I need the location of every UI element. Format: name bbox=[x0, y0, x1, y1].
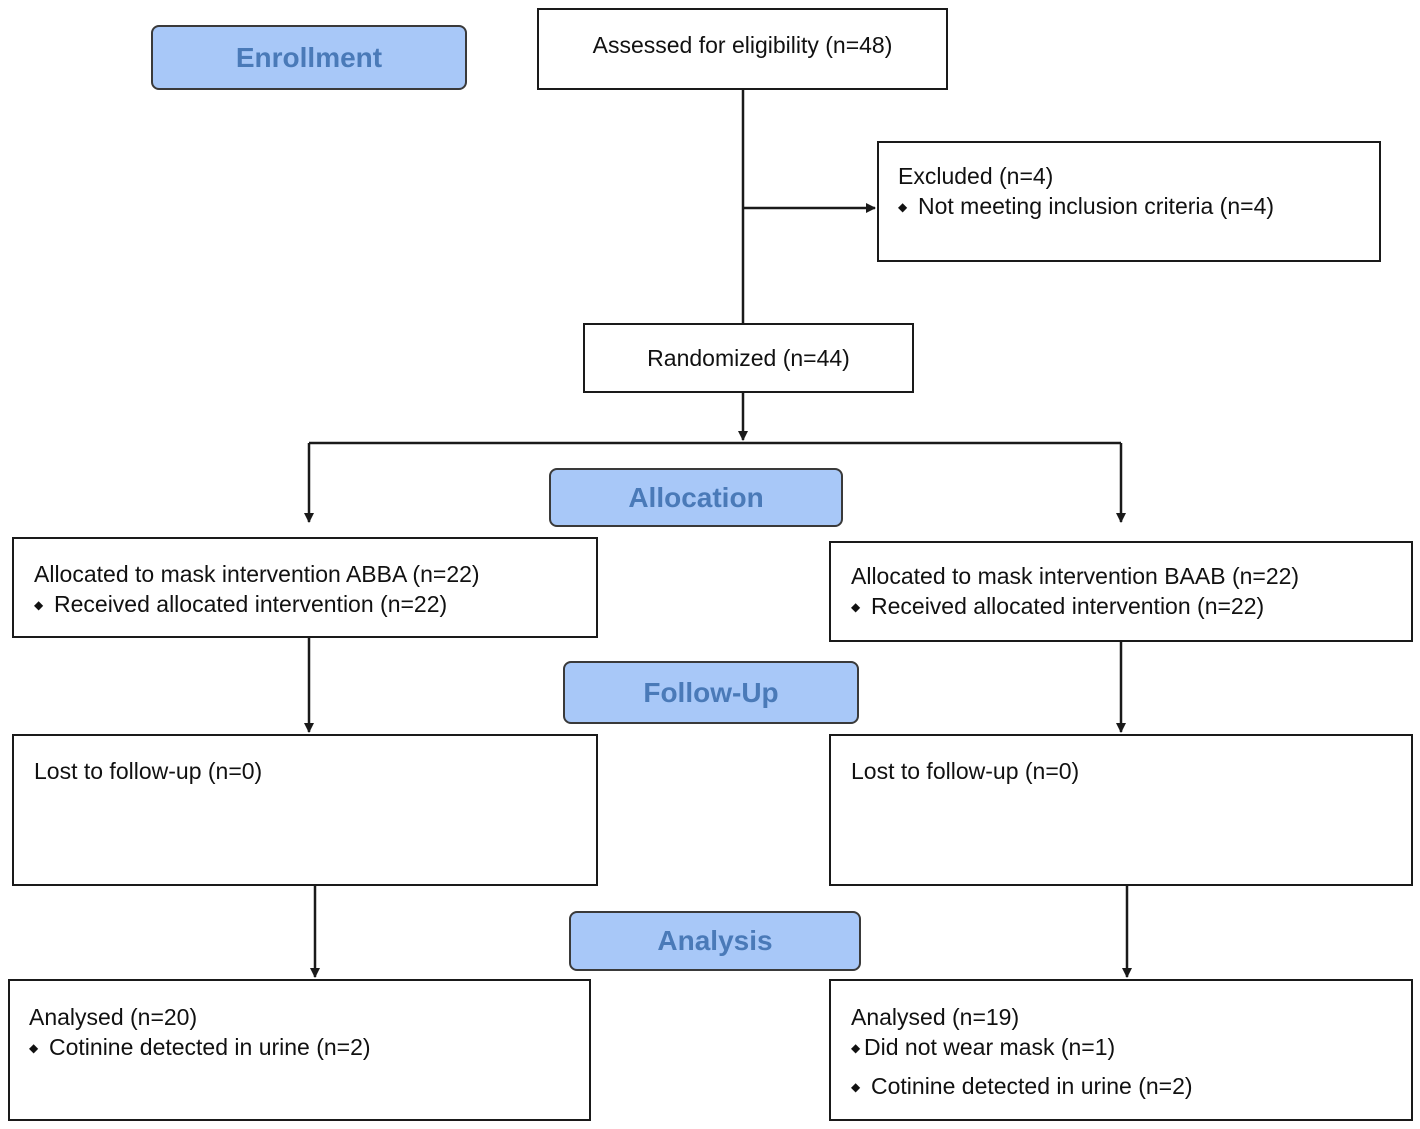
stage-allocation-label: Allocation bbox=[628, 482, 764, 513]
right-analysed-title: Analysed (n=19) bbox=[851, 1004, 1020, 1030]
stage-analysis: Analysis bbox=[569, 911, 861, 971]
left-analysed-bullet-text: Cotinine detected in urine (n=2) bbox=[49, 1034, 371, 1060]
left-followup-box: Lost to follow-up (n=0) bbox=[12, 734, 598, 886]
randomized-box: Randomized (n=44) bbox=[583, 323, 914, 393]
right-allocated-box: Allocated to mask intervention BAAB (n=2… bbox=[829, 541, 1413, 642]
excluded-bullet-text: Not meeting inclusion criteria (n=4) bbox=[918, 193, 1275, 219]
excluded-bullet-item: ◆ Not meeting inclusion criteria (n=4) bbox=[898, 191, 1379, 223]
stage-follow-up: Follow-Up bbox=[563, 661, 859, 724]
bullet-icon: ◆ bbox=[851, 599, 861, 614]
right-allocated-bullet-text: Received allocated intervention (n=22) bbox=[871, 593, 1265, 619]
stage-follow-up-label: Follow-Up bbox=[643, 677, 779, 708]
left-followup-text: Lost to follow-up (n=0) bbox=[34, 758, 263, 784]
right-analysed-bullet-item: ◆ Cotinine detected in urine (n=2) bbox=[851, 1071, 1411, 1103]
bullet-icon: ◆ bbox=[851, 1079, 861, 1094]
right-analysed-bullet-text: Did not wear mask (n=1) bbox=[864, 1034, 1116, 1060]
right-followup-text: Lost to follow-up (n=0) bbox=[851, 758, 1080, 784]
right-analysed-box: Analysed (n=19) ◆ Did not wear mask (n=1)… bbox=[829, 979, 1413, 1121]
bullet-icon: ◆ bbox=[898, 199, 908, 214]
bullet-icon: ◆ bbox=[851, 1040, 861, 1055]
left-allocated-title: Allocated to mask intervention ABBA (n=2… bbox=[34, 561, 480, 587]
right-allocated-bullet-item: ◆ Received allocated intervention (n=22) bbox=[851, 591, 1411, 623]
assessed-text: Assessed for eligibility (n=48) bbox=[592, 32, 893, 58]
excluded-box: Excluded (n=4) ◆ Not meeting inclusion cr… bbox=[877, 141, 1381, 262]
randomized-text: Randomized (n=44) bbox=[647, 345, 850, 371]
right-followup-box: Lost to follow-up (n=0) bbox=[829, 734, 1413, 886]
left-allocated-bullet-item: ◆ Received allocated intervention (n=22) bbox=[34, 589, 596, 621]
left-analysed-box: Analysed (n=20) ◆ Cotinine detected in ur… bbox=[8, 979, 591, 1121]
right-analysed-bullet-text: Cotinine detected in urine (n=2) bbox=[871, 1072, 1193, 1099]
excluded-title: Excluded (n=4) bbox=[898, 163, 1054, 189]
left-allocated-bullet-text: Received allocated intervention (n=22) bbox=[54, 591, 448, 617]
right-analysed-bullet-item: ◆ Did not wear mask (n=1) bbox=[851, 1032, 1411, 1064]
left-analysed-bullet-item: ◆ Cotinine detected in urine (n=2) bbox=[29, 1032, 589, 1064]
stage-enrollment: Enrollment bbox=[151, 25, 467, 90]
left-analysed-title: Analysed (n=20) bbox=[29, 1004, 198, 1030]
stage-allocation: Allocation bbox=[549, 468, 843, 527]
bullet-icon: ◆ bbox=[34, 597, 44, 612]
right-allocated-title: Allocated to mask intervention BAAB (n=2… bbox=[851, 563, 1300, 589]
bullet-icon: ◆ bbox=[29, 1040, 39, 1055]
left-allocated-box: Allocated to mask intervention ABBA (n=2… bbox=[12, 537, 598, 638]
stage-analysis-label: Analysis bbox=[657, 925, 773, 956]
assessed-box: Assessed for eligibility (n=48) bbox=[537, 8, 948, 90]
stage-enrollment-label: Enrollment bbox=[235, 42, 383, 73]
